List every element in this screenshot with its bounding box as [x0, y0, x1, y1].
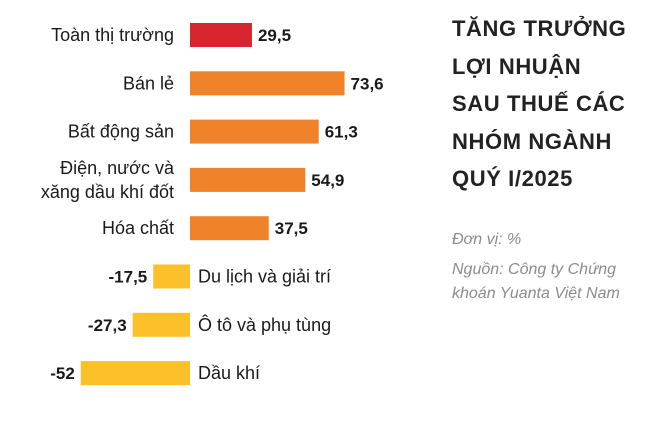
source-line: Nguồn: Công ty Chứng — [452, 261, 617, 278]
chart-title: TĂNG TRƯỞNG LỢI NHUẬN SAU THUẾ CÁC NHÓM … — [452, 10, 664, 198]
bar — [190, 216, 269, 241]
title-line: QUÝ I/2025 — [452, 166, 573, 191]
value-label: 61,3 — [325, 123, 358, 142]
category-label: Bán lẻ — [123, 73, 174, 93]
unit-note: Đơn vị: % — [452, 231, 522, 248]
value-label: -27,3 — [88, 316, 127, 335]
category-label-line: Điện, nước và — [60, 158, 175, 178]
category-label-line: Bán lẻ — [123, 73, 174, 93]
category-label: Toàn thị trường — [51, 25, 174, 45]
source-line: khoán Yuanta Việt Nam — [452, 285, 620, 302]
value-label: -17,5 — [109, 268, 148, 287]
value-label: 54,9 — [311, 171, 344, 190]
category-label: Bất động sản — [68, 122, 174, 142]
category-label: Điện, nước và xăng dầu khí đốt — [41, 158, 175, 202]
category-label: Dầu khí — [198, 363, 260, 383]
bar — [190, 167, 306, 192]
category-label-line: xăng dầu khí đốt — [41, 182, 174, 202]
category-label-line: Bất động sản — [68, 122, 174, 142]
bar — [132, 312, 190, 337]
bar — [153, 264, 190, 289]
category-label-line: Ô tô và phụ tùng — [198, 314, 331, 335]
category-label-line: Du lịch và giải trí — [198, 267, 331, 287]
category-label-line: Toàn thị trường — [51, 25, 174, 45]
category-label: Hóa chất — [102, 218, 174, 238]
category-label-line: Dầu khí — [198, 363, 260, 383]
value-label: 29,5 — [258, 26, 291, 45]
value-label: 37,5 — [275, 219, 308, 238]
bar — [190, 23, 252, 47]
title-line: LỢI NHUẬN — [452, 53, 582, 79]
profit-growth-bar-chart: 29,5 Toàn thị trường 73,6 Bán lẻ 61,3 Bất độn… — [41, 23, 384, 386]
value-label: 73,6 — [351, 74, 384, 93]
bar — [190, 71, 345, 96]
value-label: -52 — [50, 364, 75, 383]
title-line: TĂNG TRƯỞNG — [452, 16, 627, 41]
title-line: SAU THUẾ CÁC — [452, 91, 626, 116]
category-label-line: Hóa chất — [102, 218, 174, 238]
bar — [190, 119, 319, 144]
source-note: Nguồn: Công ty Chứng khoán Yuanta Việt N… — [452, 258, 667, 306]
title-line: NHÓM NGÀNH — [452, 128, 612, 154]
bar — [80, 361, 190, 386]
category-label: Ô tô và phụ tùng — [198, 314, 331, 335]
category-label: Du lịch và giải trí — [198, 267, 331, 287]
